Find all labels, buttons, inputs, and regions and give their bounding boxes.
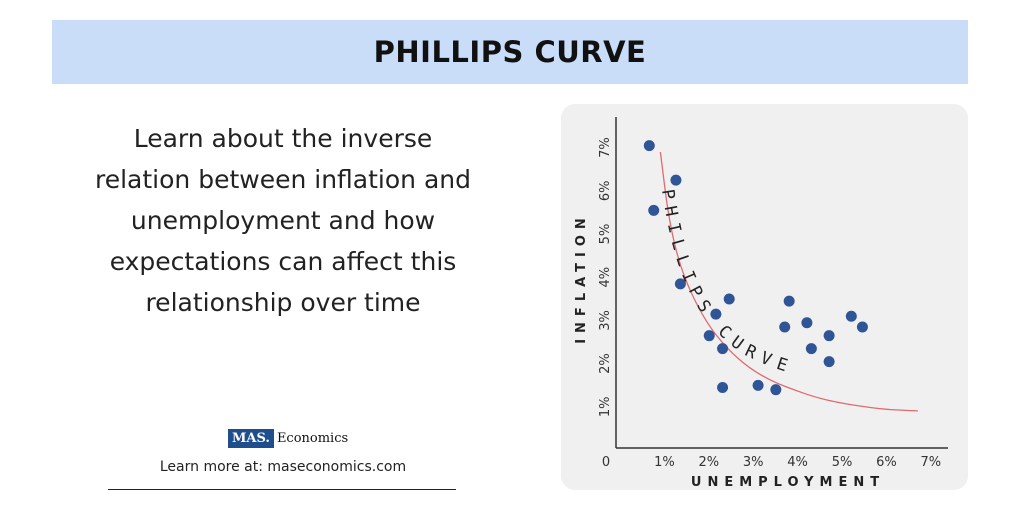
data-point bbox=[723, 293, 735, 305]
data-point bbox=[670, 174, 682, 186]
y-tick-label: 1% bbox=[598, 396, 613, 417]
learn-more-link[interactable]: Learn more at: maseconomics.com bbox=[159, 459, 407, 475]
y-tick-label: 6% bbox=[598, 180, 613, 201]
data-point bbox=[703, 330, 715, 342]
x-tick-label: 1% bbox=[654, 455, 675, 470]
chart-panel bbox=[561, 104, 968, 490]
x-tick-label: 3% bbox=[743, 455, 764, 470]
data-point bbox=[801, 317, 813, 329]
logo-name: Economics bbox=[276, 431, 349, 446]
phillips-curve-line bbox=[659, 151, 918, 412]
data-point bbox=[752, 379, 764, 391]
y-axis-title: INFLATION bbox=[574, 212, 589, 344]
data-point bbox=[717, 343, 729, 355]
page-title: PHILLIPS CURVE bbox=[373, 35, 647, 69]
data-point bbox=[770, 384, 782, 396]
data-point bbox=[856, 321, 868, 333]
x-tick-label: 4% bbox=[787, 455, 808, 470]
y-tick-label: 3% bbox=[598, 310, 613, 331]
title-banner: PHILLIPS CURVE bbox=[52, 20, 968, 84]
x-tick-label: 5% bbox=[832, 455, 853, 470]
data-point bbox=[823, 356, 835, 368]
data-point bbox=[674, 278, 686, 290]
data-point bbox=[845, 310, 857, 322]
footer-divider bbox=[108, 489, 456, 490]
data-point bbox=[823, 330, 835, 342]
x-axis-title: UNEMPLOYMENT bbox=[691, 475, 885, 490]
data-point bbox=[783, 295, 795, 307]
y-tick-label: 2% bbox=[598, 353, 613, 374]
x-tick-label: 7% bbox=[920, 455, 941, 470]
data-point bbox=[717, 382, 729, 394]
logo-mark: MAS. bbox=[228, 429, 274, 448]
x-tick-label: 6% bbox=[876, 455, 897, 470]
data-point bbox=[805, 343, 817, 355]
y-tick-label: 4% bbox=[598, 267, 613, 288]
data-point bbox=[643, 140, 655, 152]
origin-label: 0 bbox=[602, 455, 610, 470]
description-text: Learn about the inverse relation between… bbox=[95, 124, 471, 317]
brand-logo: MAS. Economics bbox=[228, 429, 348, 448]
x-tick-label: 2% bbox=[698, 455, 719, 470]
y-tick-label: 5% bbox=[598, 224, 613, 245]
data-point bbox=[710, 308, 722, 320]
y-tick-label: 7% bbox=[598, 137, 613, 158]
data-point bbox=[779, 321, 791, 333]
data-point bbox=[648, 204, 660, 216]
